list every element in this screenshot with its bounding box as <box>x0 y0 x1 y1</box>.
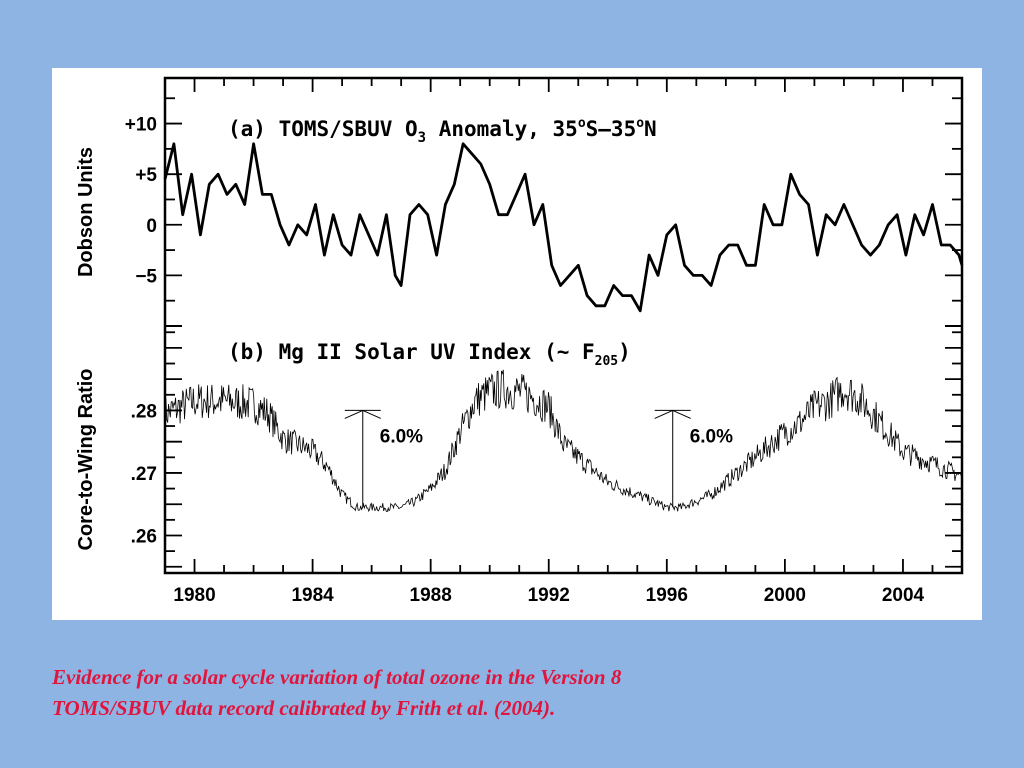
title-a-part: Anomaly, 35 <box>426 117 578 141</box>
amplitude-marker-arrow <box>344 409 363 419</box>
x-tick-label: 2000 <box>764 585 806 606</box>
title-a-degree: o <box>578 116 586 131</box>
panel-b-title: (b) Mg II Solar UV Index (~ F205) <box>228 340 631 369</box>
mgii-index-line <box>164 369 963 512</box>
y-tick-label-a: +5 <box>135 165 157 186</box>
amplitude-label: 6.0% <box>380 426 423 447</box>
amplitude-marker-arrow <box>654 409 673 419</box>
x-tick-label: 1988 <box>410 585 452 606</box>
amplitude-label: 6.0% <box>690 426 733 447</box>
title-a-degree: o <box>636 116 644 131</box>
amplitude-marker-arrow <box>362 409 381 419</box>
ozone-anomaly-line <box>163 142 964 313</box>
chart-figure: 1980 1984 1988 1992 1996 2000 2004 +10 +5 0 −5 .28.… <box>75 76 964 606</box>
y-tick-label-a: −5 <box>135 266 157 287</box>
caption-line-2: TOMS/SBUV data record calibrated by Frit… <box>52 696 556 720</box>
y-axis-label-b: Core-to-Wing Ratio <box>75 368 97 550</box>
y-tick-label-b: .26 <box>131 526 157 547</box>
plot-frame <box>163 76 964 575</box>
title-b-part: ) <box>618 340 631 364</box>
title-b-part: (b) Mg II Solar UV Index (~ F <box>228 340 595 364</box>
x-tick-label: 1992 <box>528 585 570 606</box>
title-a-subscript: 3 <box>418 130 426 146</box>
y-tick-label-b: .27 <box>131 464 157 485</box>
x-tick-label: 2004 <box>882 585 925 606</box>
title-a-part: N <box>644 117 657 141</box>
y-tick-label-b: .28 <box>131 401 157 422</box>
title-a-part: S–35 <box>586 117 637 141</box>
panel-a-title: (a) TOMS/SBUV O3 Anomaly, 35oS–35oN <box>228 116 657 146</box>
y-tick-label-a: 0 <box>146 216 157 237</box>
figure-panel: 1980 1984 1988 1992 1996 2000 2004 +10 +5 0 −5 .28.… <box>52 68 982 620</box>
slide-caption: Evidence for a solar cycle variation of … <box>52 662 952 724</box>
x-tick-label: 1980 <box>173 585 215 606</box>
y-tick-label-a: +10 <box>125 115 157 136</box>
x-tick-label: 1996 <box>646 585 688 606</box>
title-a-part: (a) TOMS/SBUV O <box>228 117 418 141</box>
title-b-subscript: 205 <box>595 354 618 369</box>
x-tick-label: 1984 <box>291 585 334 606</box>
amplitude-marker-arrow <box>672 409 691 419</box>
y-axis-label-a: Dobson Units <box>75 147 97 277</box>
caption-line-1: Evidence for a solar cycle variation of … <box>52 665 622 689</box>
